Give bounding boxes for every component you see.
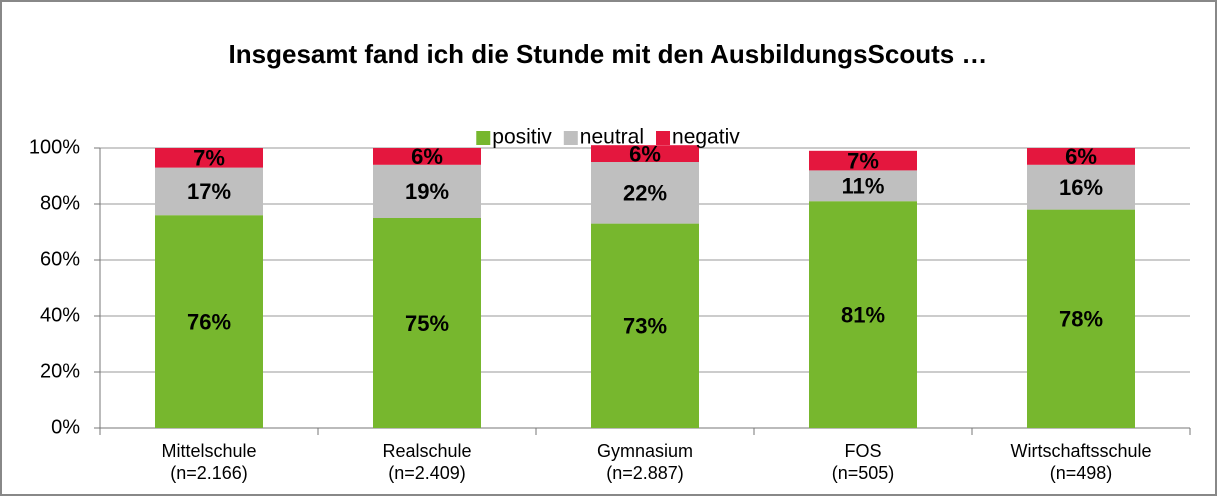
data-label: 17% xyxy=(187,179,231,204)
data-label: 11% xyxy=(842,174,885,199)
bar-segment xyxy=(591,145,699,162)
bar-segment xyxy=(809,150,917,171)
data-label: 16% xyxy=(1059,175,1103,200)
bar-segment xyxy=(155,215,263,428)
legend-label: negativ xyxy=(672,126,740,149)
bar-segment xyxy=(1027,148,1135,165)
x-tick-label: (n=2.887) xyxy=(606,463,684,483)
bar-segment xyxy=(1027,209,1135,428)
data-label: 6% xyxy=(411,144,443,169)
chart-title: Insgesamt fand ich die Stunde mit den Au… xyxy=(229,39,988,69)
x-tick-label: (n=2.166) xyxy=(170,463,248,483)
bar-segment xyxy=(373,164,481,218)
x-tick-label: FOS xyxy=(844,441,881,461)
data-label: 73% xyxy=(623,314,667,339)
data-label: 76% xyxy=(187,309,231,334)
data-label: 78% xyxy=(1059,307,1103,332)
x-tick-label: Gymnasium xyxy=(597,441,693,461)
y-tick-label: 20% xyxy=(40,360,80,382)
data-label: 75% xyxy=(405,311,449,336)
bar-segment xyxy=(1027,164,1135,210)
x-tick-label: (n=505) xyxy=(832,463,895,483)
data-label: 7% xyxy=(847,148,879,173)
bar-segment xyxy=(809,170,917,202)
x-tick-label: Realschule xyxy=(382,441,471,461)
bar-segment xyxy=(155,167,263,216)
bar-segment xyxy=(591,223,699,428)
legend-label: neutral xyxy=(580,126,644,149)
data-label: 19% xyxy=(405,179,449,204)
legend-swatch xyxy=(563,131,578,145)
bar-segment xyxy=(809,201,917,428)
bar-segment xyxy=(155,148,263,168)
data-label: 6% xyxy=(1065,144,1097,169)
x-tick-label: (n=2.409) xyxy=(388,463,466,483)
legend-swatch xyxy=(656,131,671,145)
x-tick-label: Mittelschule xyxy=(161,441,256,461)
y-tick-label: 80% xyxy=(40,192,80,214)
x-tick-label: (n=498) xyxy=(1050,463,1113,483)
y-tick-label: 60% xyxy=(40,248,80,270)
legend-swatch xyxy=(476,131,491,145)
bar-segment xyxy=(373,218,481,428)
legend-label: positiv xyxy=(492,126,552,149)
y-tick-label: 0% xyxy=(51,416,80,438)
bar-segment xyxy=(591,162,699,224)
y-tick-label: 40% xyxy=(40,304,80,326)
data-label: 22% xyxy=(623,181,667,206)
y-tick-label: 100% xyxy=(29,136,80,158)
data-label: 7% xyxy=(193,146,225,171)
x-tick-label: Wirtschaftsschule xyxy=(1010,441,1151,461)
data-label: 6% xyxy=(629,141,661,166)
bar-segment xyxy=(373,148,481,165)
data-label: 81% xyxy=(841,302,885,327)
